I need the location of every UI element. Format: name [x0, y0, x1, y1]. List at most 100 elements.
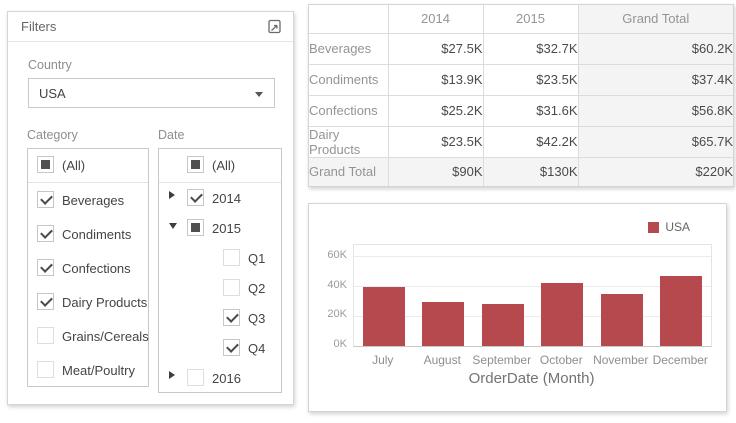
pivot-value-cell[interactable]: $23.5K: [387, 125, 484, 158]
pivot-value-cell[interactable]: $23.5K: [482, 63, 579, 96]
y-tick-20K: 20K: [327, 308, 347, 321]
item-label: Q4: [248, 341, 266, 356]
pivot-value-cell[interactable]: $31.6K: [482, 94, 579, 127]
pivot-row-header: Dairy Products: [309, 125, 389, 158]
pivot-row-header: Grand Total: [309, 156, 389, 186]
date-item-q2[interactable]: Q2: [159, 273, 281, 303]
pivot-value-cell[interactable]: $130K: [482, 156, 579, 186]
category-item-confections[interactable]: Confections: [28, 251, 148, 285]
date-item-2016[interactable]: 2016: [159, 363, 281, 393]
checkbox-checked[interactable]: [187, 189, 204, 206]
pivot-value-cell[interactable]: $42.2K: [482, 125, 579, 158]
checkbox-checked[interactable]: [37, 293, 54, 310]
checkbox-unchecked[interactable]: [187, 369, 204, 386]
category-item-grains-cereals[interactable]: Grains/Cereals: [28, 319, 149, 353]
pivot-value-cell[interactable]: $32.7K: [482, 32, 579, 65]
pivot-value-cell[interactable]: $25.2K: [387, 94, 484, 127]
filters-panel-title: Filters: [21, 19, 57, 34]
pivot-value-cell[interactable]: $65.7K: [577, 125, 733, 158]
checkbox-unchecked[interactable]: [223, 249, 240, 266]
pivot-value-cell[interactable]: $60.2K: [577, 32, 733, 65]
bar-july[interactable]: [363, 287, 405, 346]
pivot-row-header: Beverages: [309, 32, 389, 65]
pivot-row-grand-total: Grand Total $90K $130K $220K: [309, 156, 733, 186]
bar-september[interactable]: [482, 304, 524, 346]
y-tick-40K: 40K: [327, 278, 347, 291]
filters-panel-header: Filters: [8, 12, 293, 42]
checkbox-unchecked[interactable]: [37, 361, 54, 378]
date-item-q1[interactable]: Q1: [159, 243, 281, 273]
item-label: Q2: [248, 281, 266, 296]
expand-arrow-icon[interactable]: [169, 371, 175, 379]
item-label: 2015: [212, 221, 241, 236]
item-label: Q1: [248, 251, 266, 266]
date-item-2015[interactable]: 2015: [159, 213, 281, 243]
pivot-table: 2014 2015 Grand Total Beverages $27.5K $32.7K…: [309, 5, 733, 186]
checkbox-checked[interactable]: [37, 225, 54, 242]
checkbox-unchecked[interactable]: [223, 279, 240, 296]
pivot-value-cell[interactable]: $220K: [577, 156, 733, 186]
date-item-q4[interactable]: Q4: [159, 333, 281, 363]
checkbox-checked[interactable]: [37, 259, 54, 276]
legend-color-swatch: [648, 221, 660, 233]
item-label: Grains/Cereals: [62, 329, 149, 344]
category-checklist: (All) Beverages Condiments Confections Dairy…: [27, 148, 149, 387]
checkbox-indeterminate[interactable]: [187, 156, 204, 173]
item-label: 2016: [212, 371, 241, 386]
pivot-value-cell[interactable]: $90K: [387, 156, 484, 186]
date-item-2014[interactable]: 2014: [159, 183, 281, 213]
pivot-value-cell[interactable]: $13.9K: [387, 63, 484, 96]
category-item-all[interactable]: (All): [28, 149, 148, 183]
pivot-col-header-2015: 2015: [482, 5, 579, 34]
gridline-60K: [354, 256, 711, 258]
pivot-col-header-2014: 2014: [387, 5, 484, 34]
bar-august[interactable]: [422, 302, 464, 346]
x-tick-september: September: [472, 353, 532, 367]
checkbox-checked[interactable]: [223, 339, 240, 356]
pivot-row-dairy-products: Dairy Products $23.5K $42.2K $65.7K: [309, 125, 733, 158]
bar-december[interactable]: [660, 276, 702, 346]
item-label: Beverages: [62, 193, 125, 208]
pivot-value-cell[interactable]: $37.4K: [577, 63, 733, 96]
category-item-dairy-products[interactable]: Dairy Products: [28, 285, 148, 319]
pivot-row-confections: Confections $25.2K $31.6K $56.8K: [309, 94, 733, 127]
chevron-down-icon: [255, 92, 263, 97]
item-label: (All): [212, 158, 236, 173]
checkbox-unchecked[interactable]: [37, 327, 54, 344]
legend-series-label: USA: [665, 220, 690, 234]
date-item-all[interactable]: (All): [159, 149, 281, 183]
date-item-q3[interactable]: Q3: [159, 303, 281, 333]
item-label: Q3: [248, 311, 266, 326]
date-tree-list: (All) 2014 2015 Q1 Q2 Q3 Q4 2016: [158, 148, 282, 393]
bar-october[interactable]: [541, 283, 583, 346]
x-tick-december: December: [652, 353, 708, 367]
checkbox-checked[interactable]: [223, 309, 240, 326]
checkbox-checked[interactable]: [37, 191, 54, 208]
pivot-panel: 2014 2015 Grand Total Beverages $27.5K $32.7K…: [308, 4, 734, 187]
x-tick-july: July: [372, 353, 394, 367]
export-icon[interactable]: [266, 18, 284, 36]
pivot-value-cell[interactable]: $27.5K: [387, 32, 484, 65]
chart-plot-area: [353, 244, 712, 347]
chart-legend: USA: [648, 220, 690, 234]
chart-panel: USA 0K 20K 40K 60K July August September Octob…: [308, 203, 727, 412]
pivot-value-cell[interactable]: $56.8K: [577, 94, 733, 127]
item-label: Meat/Poultry: [62, 363, 135, 378]
bar-november[interactable]: [601, 294, 643, 346]
x-axis-title: OrderDate (Month): [468, 370, 595, 387]
country-combobox[interactable]: USA: [28, 78, 275, 108]
expand-arrow-icon[interactable]: [169, 191, 175, 199]
collapse-arrow-icon[interactable]: [169, 223, 177, 229]
item-label: Dairy Products: [62, 295, 148, 310]
checkbox-indeterminate[interactable]: [187, 219, 204, 236]
item-label: Confections: [62, 261, 131, 276]
item-label: (All): [62, 158, 86, 173]
category-item-condiments[interactable]: Condiments: [28, 217, 148, 251]
pivot-col-header-grand-total: Grand Total: [577, 5, 733, 34]
checkbox-indeterminate[interactable]: [37, 156, 54, 173]
pivot-row-beverages: Beverages $27.5K $32.7K $60.2K: [309, 32, 733, 65]
category-item-beverages[interactable]: Beverages: [28, 183, 148, 217]
pivot-row-header: Confections: [309, 94, 389, 127]
category-item-meat-poultry[interactable]: Meat/Poultry: [28, 353, 148, 387]
